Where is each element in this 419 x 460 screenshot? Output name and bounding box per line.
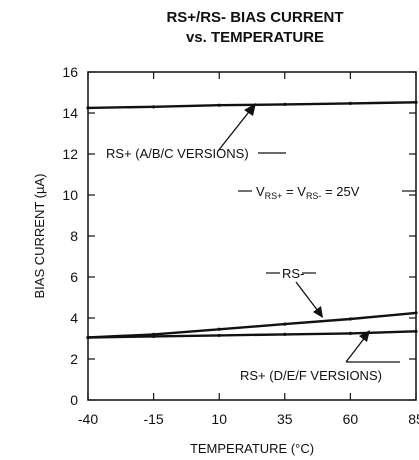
y-tick-label-2: 4 bbox=[70, 310, 78, 326]
condition-end: = 25V bbox=[321, 184, 359, 199]
arrowhead-rs-plus-def-icon bbox=[359, 330, 370, 342]
series-0-point-3 bbox=[283, 102, 287, 106]
chart-title-line-2: vs. TEMPERATURE bbox=[186, 29, 324, 46]
label-rs-minus: RS- bbox=[282, 266, 304, 281]
label-rs-plus-abc: RS+ (A/B/C VERSIONS) bbox=[106, 146, 249, 161]
series-line-2 bbox=[87, 330, 417, 339]
series-2-point-4 bbox=[348, 331, 352, 335]
series-2-point-2 bbox=[217, 333, 221, 338]
series-1-point-3 bbox=[283, 322, 287, 326]
arrow-rs-plus-abc bbox=[217, 107, 253, 152]
x-tick-label-4: 60 bbox=[343, 411, 359, 427]
x-tick-label-3: 35 bbox=[277, 411, 293, 427]
arrowhead-rs-minus-icon bbox=[313, 306, 323, 318]
series-1-point-4 bbox=[348, 317, 352, 321]
series-2-point-1 bbox=[152, 334, 156, 339]
x-tick-labels: -40 -15 10 35 60 85 bbox=[78, 411, 419, 427]
series-1-point-2 bbox=[217, 327, 221, 331]
condition-annotation: VRS+ = VRS- = 25V bbox=[256, 184, 360, 201]
arrow-rs-plus-def bbox=[345, 335, 367, 363]
arrowhead-rs-plus-abc-icon bbox=[244, 103, 256, 116]
plot-frame bbox=[87, 71, 417, 401]
condition-v1: V bbox=[256, 184, 265, 199]
condition-sub-rs-minus: RS- bbox=[306, 191, 322, 201]
series-line-0 bbox=[87, 101, 417, 110]
series-line-1 bbox=[87, 311, 417, 339]
series-0-point-1 bbox=[152, 105, 156, 109]
y-tick-label-0: 0 bbox=[70, 392, 78, 408]
y-tick-label-1: 2 bbox=[70, 351, 78, 367]
y-tick-labels: 0 2 4 6 8 10 12 14 16 bbox=[62, 64, 78, 408]
y-tick-label-6: 12 bbox=[62, 146, 78, 162]
series-0-point-4 bbox=[348, 101, 352, 105]
x-tick-label-1: -15 bbox=[143, 411, 163, 427]
y-tick-label-7: 14 bbox=[62, 105, 78, 121]
series-0-point-2 bbox=[217, 103, 221, 107]
x-tick-label-5: 85 bbox=[408, 411, 419, 427]
x-axis-label: TEMPERATURE (°C) bbox=[190, 441, 314, 456]
y-tick-label-5: 10 bbox=[62, 187, 78, 203]
condition-sub-rs-plus: RS+ bbox=[265, 191, 283, 201]
chart-title-line-1: RS+/RS- BIAS CURRENT bbox=[166, 9, 343, 26]
y-tick-label-4: 8 bbox=[70, 228, 78, 244]
axis-ticks bbox=[87, 71, 417, 401]
arrow-rs-minus bbox=[295, 281, 319, 312]
x-tick-label-2: 10 bbox=[211, 411, 227, 427]
label-rs-plus-def: RS+ (D/E/F VERSIONS) bbox=[240, 368, 382, 383]
series-2-point-3 bbox=[283, 332, 287, 336]
y-axis-label: BIAS CURRENT (µA) bbox=[32, 174, 47, 299]
x-tick-label-0: -40 bbox=[78, 411, 98, 427]
y-tick-label-8: 16 bbox=[62, 64, 78, 80]
condition-mid: = V bbox=[282, 184, 306, 199]
series-group bbox=[86, 100, 418, 340]
y-tick-label-3: 6 bbox=[70, 269, 78, 285]
